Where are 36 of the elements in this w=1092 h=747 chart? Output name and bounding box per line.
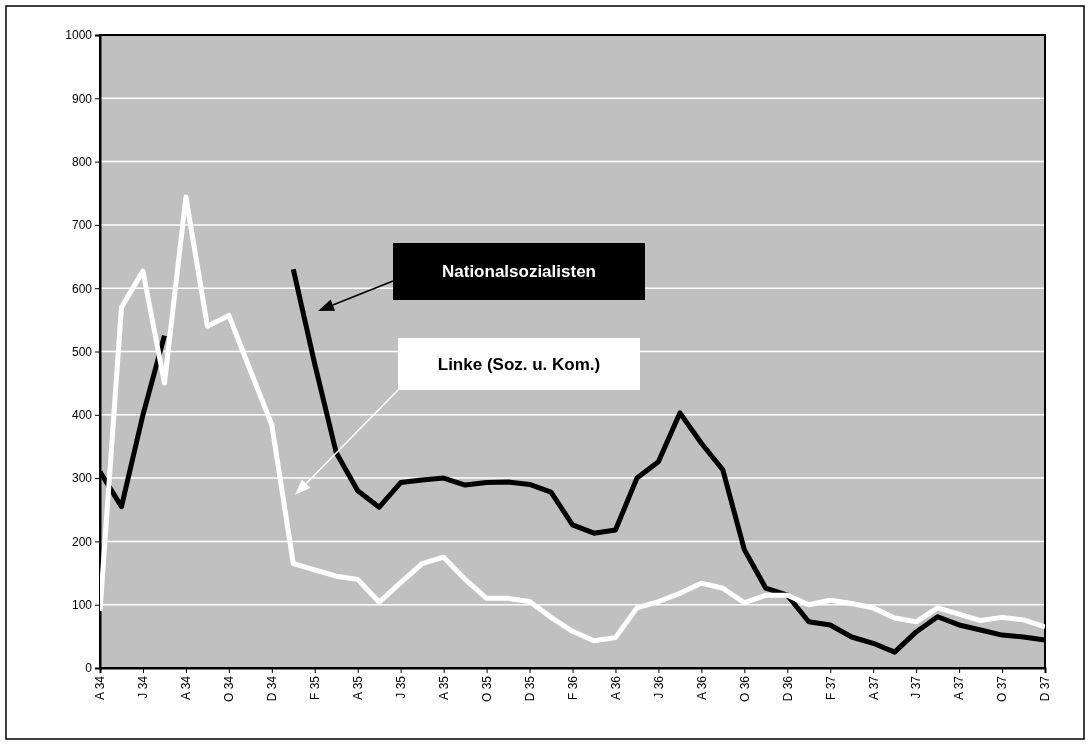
x-tick-label: A 35 [351,675,366,701]
y-tick-label: 300 [71,471,93,486]
x-tick-label: A 36 [608,675,623,701]
x-tick-label: O 34 [222,675,237,703]
text: Linke (Soz. u. Kom.) [437,354,601,374]
x-tick-label: O 35 [479,675,494,703]
x-tick-label: D 37 [1038,675,1053,702]
x-tick-label: D 36 [780,675,795,702]
x-tick-label: O 37 [995,675,1010,703]
x-tick-label: A 36 [694,675,709,701]
x-tick-label: D 34 [265,675,280,702]
y-tick-label: 600 [71,281,93,296]
y-tick-label: 200 [71,534,93,549]
y-tick-label: 1000 [65,28,93,43]
y-tick-label: 0 [85,661,93,676]
x-tick-label: J 35 [394,675,409,699]
y-tick-label: 900 [71,91,93,106]
y-tick-label: 800 [71,154,93,169]
x-tick-label: A 35 [436,675,451,701]
y-tick-label: 400 [71,408,93,423]
x-tick-label: J 34 [136,675,151,699]
x-tick-label: A 34 [179,675,194,701]
x-tick-label: F 35 [308,675,323,701]
x-tick-label: F 36 [565,675,580,701]
y-tick-label: 700 [71,218,93,233]
x-tick-label: A 37 [952,675,967,701]
x-tick-label: F 37 [823,675,838,701]
x-tick-label: A 34 [93,675,108,701]
y-tick-label: 500 [71,344,93,359]
x-tick-label: J 36 [651,675,666,699]
x-tick-label: J 37 [909,675,924,699]
x-tick-label: D 35 [522,675,537,702]
y-tick-label: 100 [71,598,93,613]
x-tick-label: A 37 [866,675,881,701]
x-tick-label: O 36 [737,675,752,703]
text: Nationalsozialisten [442,262,596,282]
